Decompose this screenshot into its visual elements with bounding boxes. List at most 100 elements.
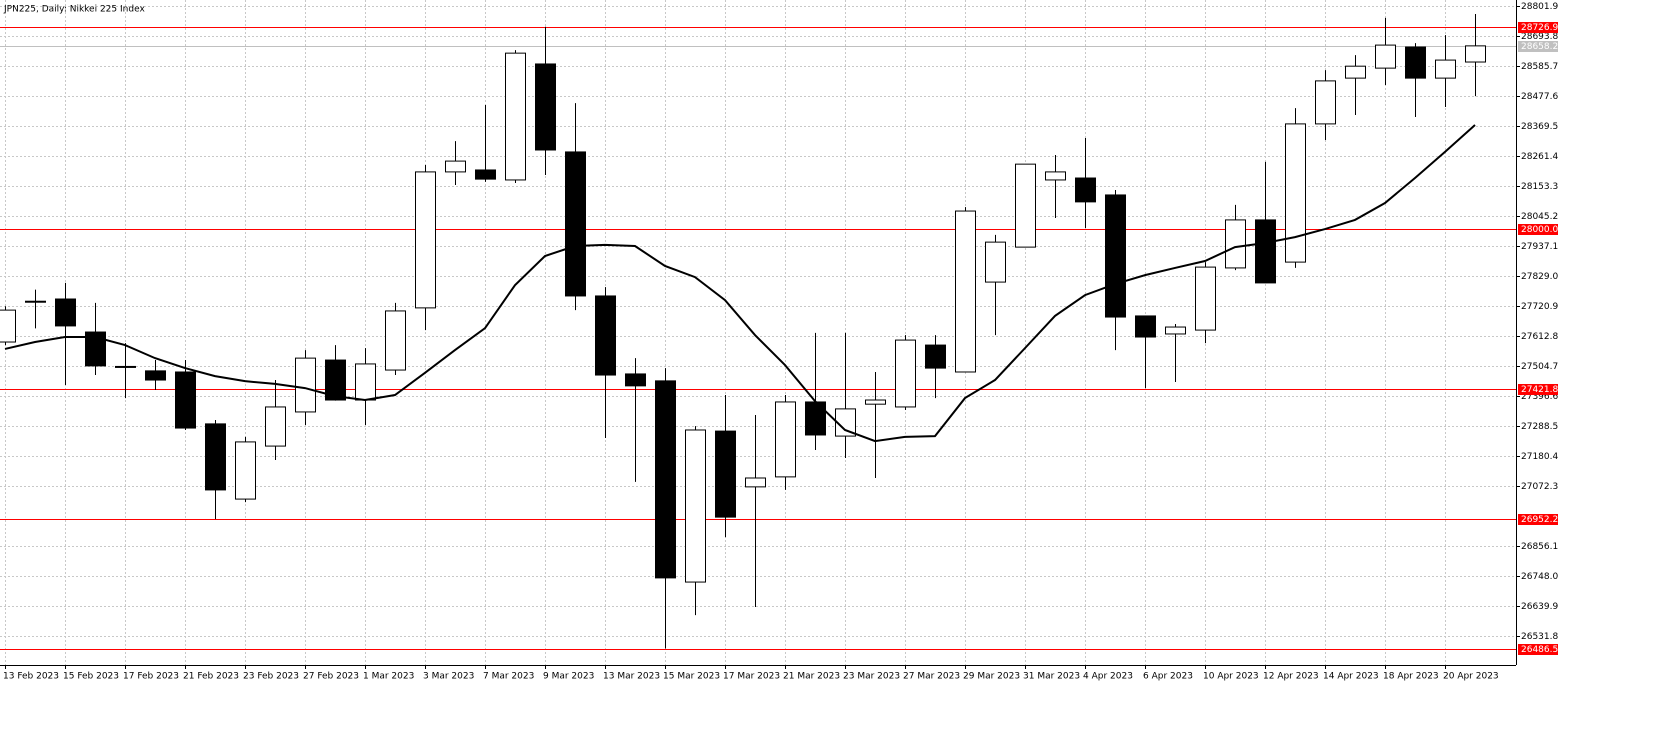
x-tick-label: 21 Mar 2023 [783, 672, 840, 682]
candle-body [355, 363, 376, 401]
candle-body [205, 423, 226, 491]
x-tick-label: 23 Mar 2023 [843, 672, 900, 682]
candle-body [235, 441, 256, 500]
x-tick-label: 20 Apr 2023 [1443, 672, 1499, 682]
y-tick-label: 27180.4 [1521, 452, 1558, 462]
candle-body [325, 359, 346, 401]
candle-body [895, 339, 916, 408]
x-tick-label: 15 Mar 2023 [663, 672, 720, 682]
candle-body [985, 241, 1006, 283]
candle-body [1435, 59, 1456, 79]
candle-body [1045, 171, 1066, 181]
y-tick-label: 27937.1 [1521, 242, 1558, 252]
level-box [1518, 224, 1558, 235]
y-tick-label: 28369.5 [1521, 122, 1558, 132]
candle-body [1285, 123, 1306, 263]
candle-body [595, 295, 616, 376]
candle-body [475, 169, 496, 180]
x-tick-label: 15 Feb 2023 [63, 672, 119, 682]
candle-body [1015, 163, 1036, 248]
candle-body [805, 401, 826, 436]
candle-body [295, 357, 316, 413]
candle-body [265, 406, 286, 447]
x-tick-label: 12 Apr 2023 [1263, 672, 1319, 682]
y-tick-label: 26748.0 [1521, 572, 1558, 582]
y-tick-label: 27612.8 [1521, 332, 1558, 342]
x-tick-label: 14 Apr 2023 [1323, 672, 1379, 682]
candle-body [175, 371, 196, 429]
candle-body [925, 344, 946, 369]
y-tick-label: 27504.7 [1521, 362, 1558, 372]
y-tick-label: 27072.3 [1521, 482, 1558, 492]
candle-body [1255, 219, 1276, 284]
y-tick-label: 28585.7 [1521, 62, 1558, 72]
candle-body [565, 151, 586, 297]
x-tick-label: 7 Mar 2023 [483, 672, 534, 682]
y-tick-label: 28261.4 [1521, 152, 1558, 162]
x-tick-label: 4 Apr 2023 [1083, 672, 1133, 682]
x-tick-label: 17 Feb 2023 [123, 672, 179, 682]
level-label: 28000.0 [1521, 225, 1558, 235]
candle-body [715, 430, 736, 518]
candle-body [685, 429, 706, 583]
candle-body [1075, 177, 1096, 203]
candle-body [505, 52, 526, 181]
level-box [1518, 384, 1558, 395]
candle-body [385, 310, 406, 371]
x-tick-label: 10 Apr 2023 [1203, 672, 1259, 682]
candle-body [835, 408, 856, 437]
candle-body [445, 160, 466, 173]
moving-average [4, 124, 1476, 443]
candle-body [1195, 266, 1216, 331]
x-tick-label: 27 Mar 2023 [903, 672, 960, 682]
y-tick-label: 27829.0 [1521, 272, 1558, 282]
candle-body [85, 331, 106, 367]
y-tick-label: 26531.8 [1521, 632, 1558, 642]
y-tick-label: 27396.6 [1521, 392, 1558, 402]
level-box [1518, 514, 1558, 525]
candle-body [415, 171, 436, 309]
candle-body [0, 309, 16, 343]
x-tick-label: 1 Mar 2023 [363, 672, 414, 682]
y-tick-label: 28693.8 [1521, 32, 1558, 42]
y-tick-label: 28477.6 [1521, 92, 1558, 102]
x-tick-label: 29 Mar 2023 [963, 672, 1020, 682]
candle-body [1105, 194, 1126, 318]
level-label: 26486.5 [1521, 645, 1558, 655]
level-label: 28726.9 [1521, 23, 1558, 33]
y-tick-label: 28801.9 [1521, 2, 1558, 12]
level-label: 26952.2 [1521, 515, 1558, 525]
candle-body [115, 365, 136, 368]
candle-body [145, 370, 166, 381]
candle-body [625, 373, 646, 387]
candle-body [1135, 315, 1156, 338]
candle-body [1225, 219, 1246, 269]
candle-body [1345, 65, 1366, 79]
x-tick-label: 17 Mar 2023 [723, 672, 780, 682]
y-tick-label: 27288.5 [1521, 422, 1558, 432]
candle-body [1405, 46, 1426, 79]
y-tick-label: 27720.9 [1521, 302, 1558, 312]
candle-body [775, 401, 796, 478]
x-tick-label: 13 Feb 2023 [3, 672, 59, 682]
candle-body [1465, 45, 1486, 63]
level-box [1518, 644, 1558, 655]
x-tick-label: 21 Feb 2023 [183, 672, 239, 682]
x-tick-label: 6 Apr 2023 [1143, 672, 1193, 682]
x-tick-label: 13 Mar 2023 [603, 672, 660, 682]
last-price-label: 28658.2 [1521, 42, 1558, 52]
candle-body [55, 298, 76, 327]
y-tick-label: 26639.9 [1521, 602, 1558, 612]
candle-body [745, 477, 766, 488]
candle-body [1375, 44, 1396, 69]
candle-body [535, 63, 556, 151]
x-tick-label: 27 Feb 2023 [303, 672, 359, 682]
candle-body [25, 300, 46, 303]
x-tick-label: 3 Mar 2023 [423, 672, 474, 682]
x-tick-label: 23 Feb 2023 [243, 672, 299, 682]
candle-body [1165, 326, 1186, 335]
y-tick-label: 28153.3 [1521, 182, 1558, 192]
candle-body [955, 210, 976, 373]
